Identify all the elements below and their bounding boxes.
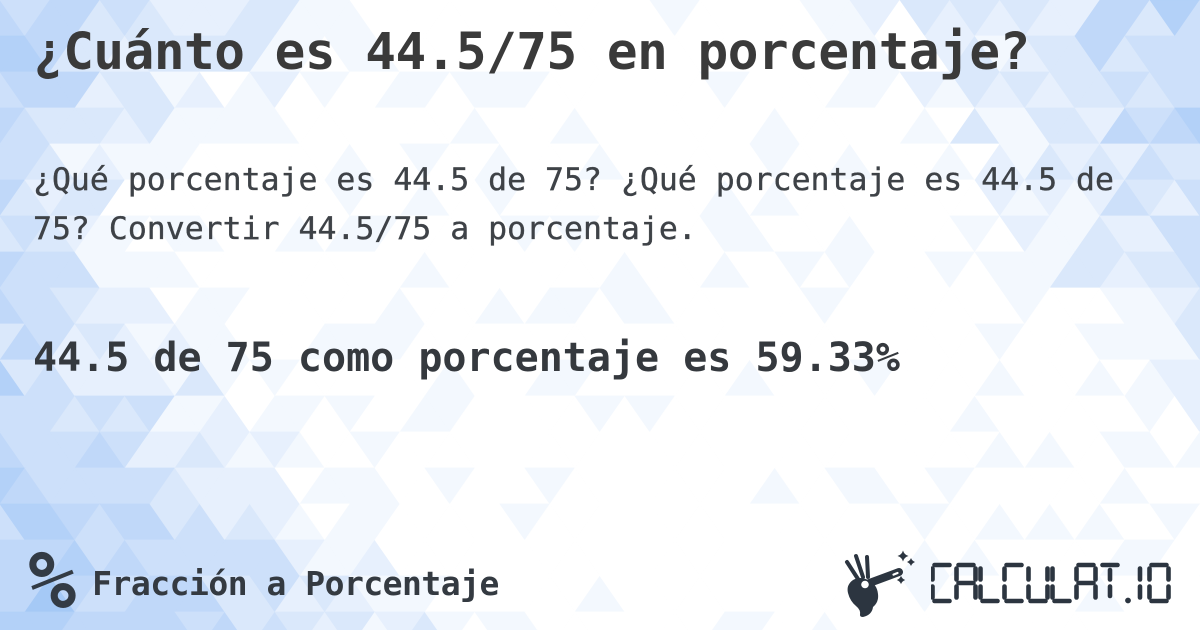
description-text: ¿Qué porcentaje es 44.5 de 75? ¿Qué porc… <box>33 162 1114 247</box>
brand-logo <box>839 549 1172 617</box>
category-label: Fracción a Porcentaje <box>92 563 499 603</box>
brand-wordmark <box>931 562 1171 604</box>
answer-text: 44.5 de 75 como porcentaje es 59.33% <box>33 335 900 381</box>
page-title: ¿Cuánto es 44.5/75 en porcentaje? <box>33 23 1030 82</box>
percent-icon: % <box>28 534 77 627</box>
footer: % Fracción a Porcentaje <box>28 534 1172 627</box>
magic-wand-hand-icon <box>845 550 915 617</box>
category-group: % Fracción a Porcentaje <box>28 534 499 627</box>
